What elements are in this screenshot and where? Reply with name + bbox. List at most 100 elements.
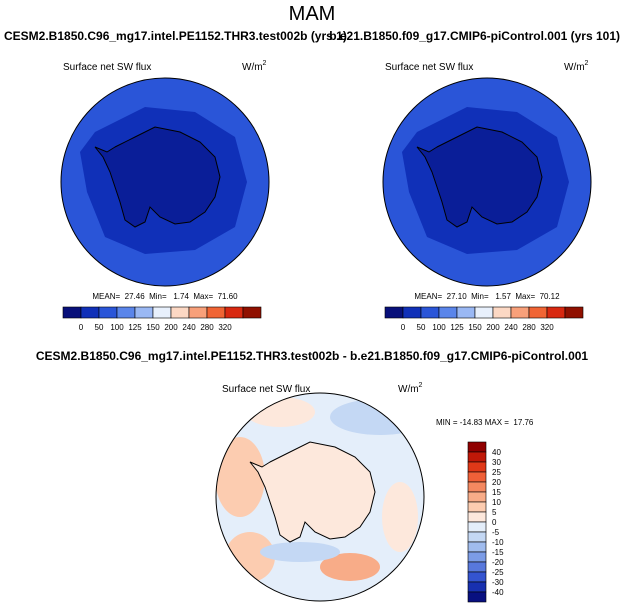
colorbar-box [564,306,584,319]
colorbar-label: 0 [492,518,497,527]
colorbar-label: 50 [95,323,104,332]
colorbar-box [384,306,404,319]
colorbar-box [467,441,487,453]
colorbar-box [134,306,154,319]
panel-left: CESM2.B1850.C96_mg17.intel.PE1152.THR3.t… [4,29,347,332]
colorbar-box [80,306,100,319]
colorbar-box [98,306,118,319]
colorbar-box [467,471,487,483]
colorbar-label: 10 [492,498,501,507]
colorbar-label: -5 [492,528,500,537]
colorbar-box [467,541,487,553]
colorbar-label: 200 [486,323,500,332]
colorbar-box [467,491,487,503]
colorbar-box [467,591,487,603]
colorbar-box [420,306,440,319]
units-exp: 2 [263,60,267,67]
colorbar-box [188,306,208,319]
map [215,392,425,602]
colorbar-box [62,306,82,319]
colorbar-label: 15 [492,488,501,497]
units-base: W/m [398,384,419,395]
colorbar-label: 125 [128,323,142,332]
patch [320,553,380,581]
colorbar-label: 240 [182,323,196,332]
colorbar-label: 0 [79,323,84,332]
colorbar-label: -25 [492,568,504,577]
colorbar-box [546,306,566,319]
case-title: CESM2.B1850.C96_mg17.intel.PE1152.THR3.t… [4,29,347,43]
colorbar-box [467,511,487,523]
colorbar-box [456,306,476,319]
colorbar-label: 125 [450,323,464,332]
variable: Surface net SW flux [222,384,310,395]
panel-right: b.e21.B1850.f09_g17.CMIP6-piControl.001 … [329,29,620,332]
patch [216,437,265,517]
colorbar-box [206,306,226,319]
colorbar: 0 50 100 125 150 200 240 280 320 [384,306,584,332]
colorbar-box [467,521,487,533]
colorbar-label: 320 [540,323,554,332]
colorbar-label: 20 [492,478,501,487]
colorbar-box [467,531,487,543]
colorbar-label: 5 [492,508,497,517]
map [382,77,592,287]
colorbar-label: 0 [401,323,406,332]
colorbar-label: 150 [146,323,160,332]
colorbar-label: 320 [218,323,232,332]
stats: MEAN= 27.10 Min= 1.57 Max= 70.12 [414,292,560,301]
colorbar-box [116,306,136,319]
colorbar: 0 50 100 125 150 200 240 280 320 [62,306,262,332]
patch [260,542,340,562]
units-exp: 2 [585,60,589,67]
colorbar-label: 40 [492,448,501,457]
panel-difference: CESM2.B1850.C96_mg17.intel.PE1152.THR3.t… [36,349,588,603]
units: W/m2 [398,382,423,395]
units-base: W/m [564,62,585,73]
colorbar-box [510,306,530,319]
colorbar-label: -20 [492,558,504,567]
colorbar-box [152,306,172,319]
colorbar-label: -30 [492,578,504,587]
colorbar-box [528,306,548,319]
colorbar-box [467,451,487,463]
case-title: b.e21.B1850.f09_g17.CMIP6-piControl.001 … [329,29,620,43]
units-base: W/m [242,62,263,73]
colorbar-label: 240 [504,323,518,332]
colorbar-box [492,306,512,319]
stats: MIN = -14.83 MAX = 17.76 [436,418,534,427]
colorbar-label: 200 [164,323,178,332]
colorbar-box [467,551,487,563]
colorbar-box [402,306,422,319]
map [60,77,270,287]
units: W/m2 [242,60,267,73]
colorbar-label: 50 [417,323,426,332]
colorbar-box [467,581,487,593]
colorbar-label: 100 [432,323,446,332]
colorbar-box [438,306,458,319]
patch [330,399,424,435]
colorbar-box [474,306,494,319]
colorbar-box [242,306,262,319]
variable: Surface net SW flux [63,62,151,73]
colorbar-box [467,501,487,513]
colorbar-label: -15 [492,548,504,557]
colorbar-box [224,306,244,319]
colorbar-label: 150 [468,323,482,332]
variable: Surface net SW flux [385,62,473,73]
colorbar-box [467,571,487,583]
colorbar-label: 280 [522,323,536,332]
colorbar-box [170,306,190,319]
colorbar-label: 25 [492,468,501,477]
colorbar-label: 30 [492,458,501,467]
map-border [215,392,425,602]
stats: MEAN= 27.46 Min= 1.74 Max= 71.60 [92,292,238,301]
colorbar-box [467,481,487,493]
colorbar-label: 100 [110,323,124,332]
figure-title: MAM [289,3,336,25]
colorbar-box [467,561,487,573]
colorbar-label: -10 [492,538,504,547]
colorbar-label: -40 [492,588,504,597]
